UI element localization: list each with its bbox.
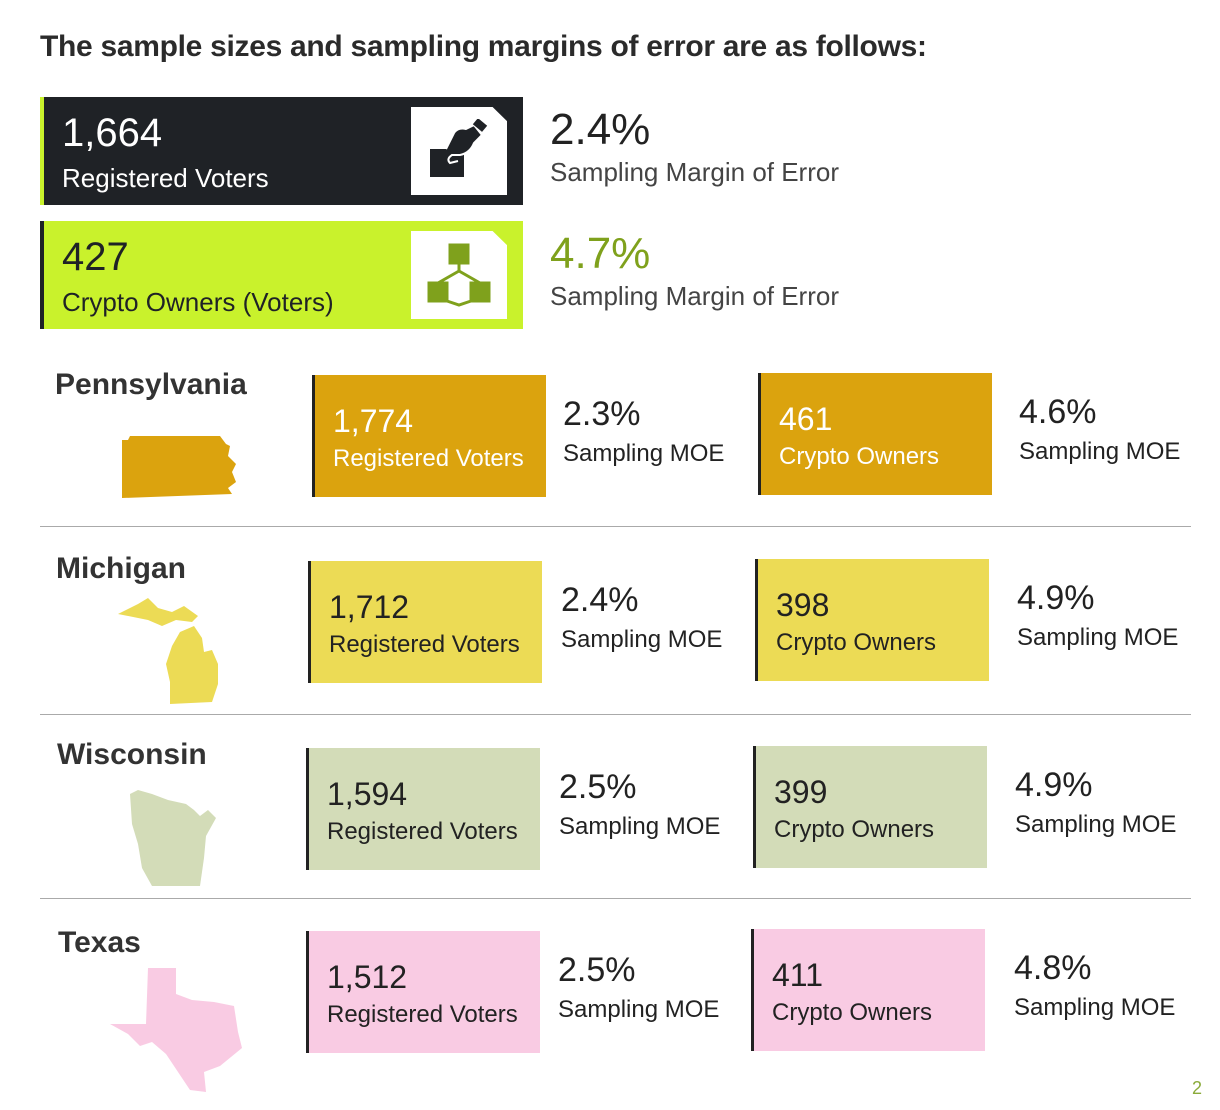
- pennsylvania-registered-voters-box: 1,774 Registered Voters: [312, 375, 546, 497]
- moe-value: 2.5%: [559, 768, 637, 806]
- registered-voters-count: 1,594: [327, 776, 408, 812]
- crypto-owners-label: Crypto Owners: [776, 629, 937, 656]
- moe-value: 4.9%: [1017, 579, 1095, 617]
- ballot-hand-icon: [411, 107, 507, 195]
- state-name-pennsylvania: Pennsylvania: [55, 368, 247, 401]
- moe-label: Sampling MOE: [1019, 438, 1181, 465]
- registered-voters-label: Registered Voters: [327, 1001, 518, 1028]
- registered-voters-count: 1,712: [329, 589, 410, 625]
- michigan-map-icon: [118, 598, 228, 713]
- crypto-owners-count: 411: [772, 957, 824, 993]
- moe-label: Sampling MOE: [1017, 624, 1179, 651]
- michigan-crypto-owners-box: 398 Crypto Owners: [755, 559, 989, 681]
- pennsylvania-crypto-owners-box: 461 Crypto Owners: [758, 373, 992, 495]
- texas-registered-voters-box: 1,512 Registered Voters: [306, 931, 540, 1053]
- wisconsin-registered-voters-box: 1,594 Registered Voters: [306, 748, 540, 870]
- texas-map-icon: [110, 968, 245, 1098]
- registered-voters-label: Registered Voters: [327, 818, 518, 845]
- crypto-owners-moe: 4.7% Sampling Margin of Error: [550, 229, 839, 312]
- pennsylvania-voters-moe: 2.3% Sampling MOE: [563, 395, 724, 468]
- moe-label: Sampling MOE: [558, 996, 720, 1023]
- page-marker: 2: [1192, 1078, 1203, 1098]
- michigan-registered-voters-box: 1,712 Registered Voters: [308, 561, 542, 683]
- crypto-owners-count: 398: [776, 587, 830, 623]
- texas-voters-moe: 2.5% Sampling MOE: [558, 951, 719, 1024]
- pennsylvania-owners-moe: 4.6% Sampling MOE: [1019, 393, 1180, 466]
- divider: [40, 526, 1191, 527]
- moe-value: 4.6%: [1019, 393, 1097, 431]
- moe-label: Sampling MOE: [1015, 811, 1177, 838]
- texas-crypto-owners-box: 411 Crypto Owners: [751, 929, 985, 1051]
- moe-value: 2.4%: [561, 581, 639, 619]
- registered-voters-count: 1,664: [62, 111, 163, 155]
- wisconsin-crypto-owners-box: 399 Crypto Owners: [753, 746, 987, 868]
- divider: [40, 714, 1191, 715]
- wisconsin-owners-moe: 4.9% Sampling MOE: [1015, 766, 1176, 839]
- texas-owners-moe: 4.8% Sampling MOE: [1014, 949, 1175, 1022]
- registered-voters-count: 1,774: [333, 403, 414, 439]
- moe-value: 4.9%: [1015, 766, 1093, 804]
- moe-label: Sampling Margin of Error: [550, 157, 839, 187]
- crypto-owners-label: Crypto Owners: [779, 443, 940, 470]
- pennsylvania-map-icon: [120, 436, 240, 503]
- divider: [40, 898, 1191, 899]
- registered-voters-box: 1,664 Registered Voters: [40, 97, 523, 205]
- crypto-owners-count: 399: [774, 774, 828, 810]
- moe-label: Sampling MOE: [563, 440, 725, 467]
- crypto-owners-box: 427 Crypto Owners (Voters): [40, 221, 523, 329]
- michigan-owners-moe: 4.9% Sampling MOE: [1017, 579, 1178, 652]
- crypto-owners-count: 427: [62, 235, 129, 279]
- registered-voters-moe: 2.4% Sampling Margin of Error: [550, 105, 839, 188]
- moe-value: 4.7%: [550, 229, 651, 278]
- crypto-owners-label: Crypto Owners (Voters): [62, 287, 334, 317]
- crypto-owners-label: Crypto Owners: [772, 999, 933, 1026]
- moe-value: 4.8%: [1014, 949, 1092, 987]
- state-name-michigan: Michigan: [56, 552, 187, 585]
- page-title: The sample sizes and sampling margins of…: [40, 30, 927, 63]
- moe-label: Sampling Margin of Error: [550, 281, 839, 311]
- moe-value: 2.3%: [563, 395, 641, 433]
- state-name-texas: Texas: [58, 926, 141, 959]
- crypto-owners-count: 461: [779, 401, 833, 437]
- state-name-wisconsin: Wisconsin: [57, 738, 207, 771]
- moe-value: 2.5%: [558, 951, 636, 989]
- crypto-owners-label: Crypto Owners: [774, 816, 935, 843]
- registered-voters-label: Registered Voters: [62, 163, 269, 193]
- registered-voters-label: Registered Voters: [333, 445, 524, 472]
- registered-voters-count: 1,512: [327, 959, 408, 995]
- wisconsin-map-icon: [128, 788, 223, 893]
- registered-voters-label: Registered Voters: [329, 631, 520, 658]
- moe-label: Sampling MOE: [1014, 994, 1176, 1021]
- blockchain-cubes-icon: [411, 231, 507, 319]
- michigan-voters-moe: 2.4% Sampling MOE: [561, 581, 722, 654]
- wisconsin-voters-moe: 2.5% Sampling MOE: [559, 768, 720, 841]
- moe-label: Sampling MOE: [559, 813, 721, 840]
- moe-label: Sampling MOE: [561, 626, 723, 653]
- moe-value: 2.4%: [550, 105, 651, 154]
